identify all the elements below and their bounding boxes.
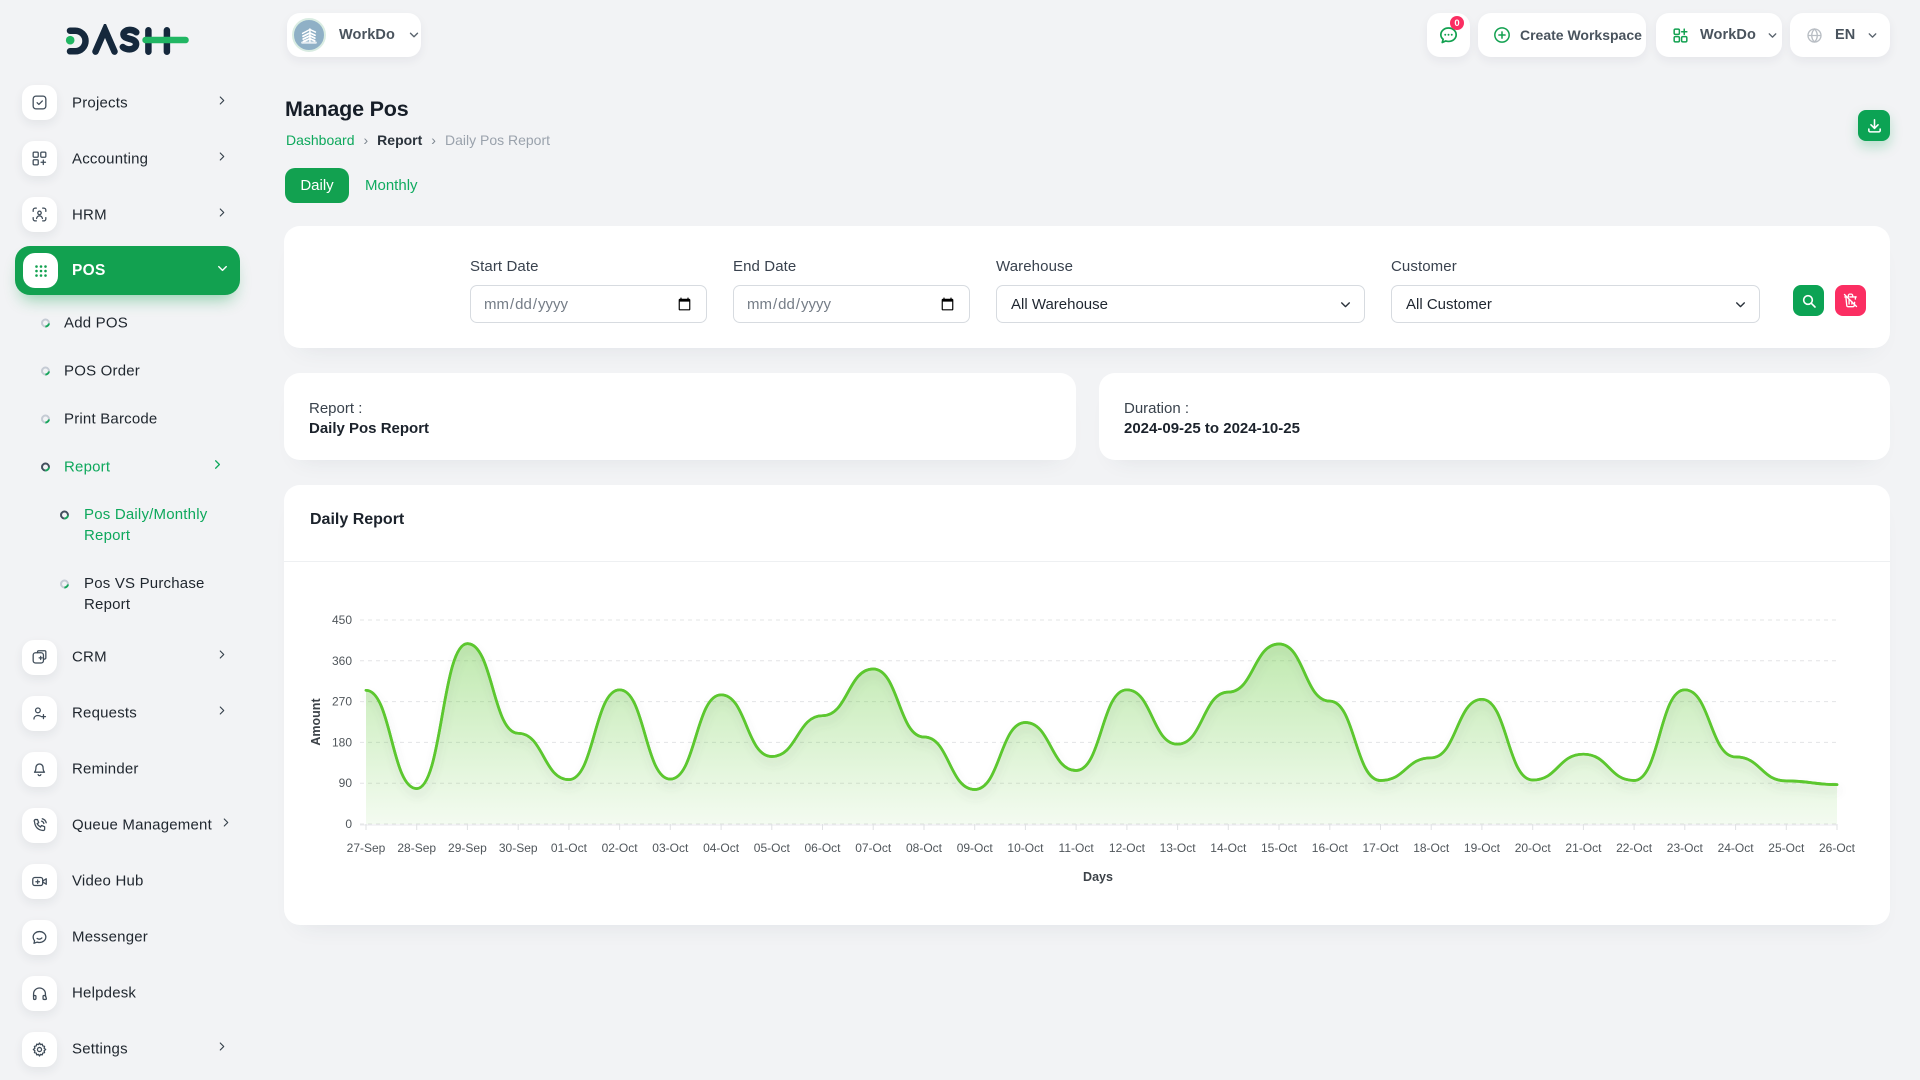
svg-text:90: 90 <box>339 776 353 790</box>
svg-text:15-Oct: 15-Oct <box>1261 841 1298 855</box>
svg-text:16-Oct: 16-Oct <box>1312 841 1349 855</box>
svg-text:11-Oct: 11-Oct <box>1059 841 1095 855</box>
svg-text:0: 0 <box>345 817 352 831</box>
svg-text:19-Oct: 19-Oct <box>1464 841 1501 855</box>
svg-text:10-Oct: 10-Oct <box>1007 841 1044 855</box>
svg-text:13-Oct: 13-Oct <box>1160 841 1197 855</box>
svg-text:06-Oct: 06-Oct <box>804 841 841 855</box>
svg-text:09-Oct: 09-Oct <box>957 841 994 855</box>
svg-text:21-Oct: 21-Oct <box>1565 841 1602 855</box>
svg-text:22-Oct: 22-Oct <box>1616 841 1653 855</box>
svg-text:27-Sep: 27-Sep <box>347 841 386 855</box>
svg-text:20-Oct: 20-Oct <box>1515 841 1552 855</box>
svg-text:Days: Days <box>1083 870 1113 884</box>
svg-text:Amount: Amount <box>309 698 323 746</box>
svg-text:01-Oct: 01-Oct <box>551 841 588 855</box>
svg-text:04-Oct: 04-Oct <box>703 841 740 855</box>
svg-text:02-Oct: 02-Oct <box>602 841 639 855</box>
svg-text:08-Oct: 08-Oct <box>906 841 943 855</box>
svg-text:17-Oct: 17-Oct <box>1362 841 1399 855</box>
svg-text:270: 270 <box>332 695 352 709</box>
svg-text:25-Oct: 25-Oct <box>1768 841 1805 855</box>
svg-text:30-Sep: 30-Sep <box>499 841 538 855</box>
svg-text:29-Sep: 29-Sep <box>448 841 487 855</box>
svg-text:12-Oct: 12-Oct <box>1109 841 1146 855</box>
svg-text:360: 360 <box>332 654 352 668</box>
svg-text:14-Oct: 14-Oct <box>1210 841 1247 855</box>
svg-text:07-Oct: 07-Oct <box>855 841 892 855</box>
svg-text:180: 180 <box>332 735 352 749</box>
svg-text:18-Oct: 18-Oct <box>1413 841 1450 855</box>
svg-text:23-Oct: 23-Oct <box>1667 841 1704 855</box>
svg-text:24-Oct: 24-Oct <box>1718 841 1755 855</box>
svg-text:26-Oct: 26-Oct <box>1819 841 1856 855</box>
svg-text:03-Oct: 03-Oct <box>652 841 689 855</box>
svg-text:450: 450 <box>332 613 352 627</box>
svg-text:28-Sep: 28-Sep <box>397 841 436 855</box>
svg-text:05-Oct: 05-Oct <box>754 841 791 855</box>
